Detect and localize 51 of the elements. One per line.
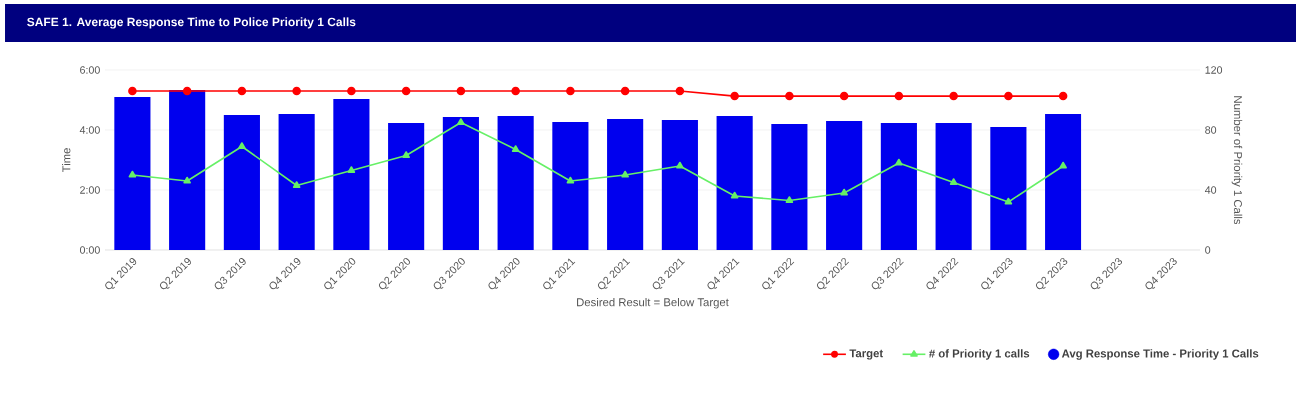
y-tick-label: 2:00 [80,186,100,194]
point [1059,161,1067,169]
y-tick-label: 0:00 [79,246,100,254]
bar [223,114,260,250]
point [566,176,575,184]
point [1004,197,1013,205]
legend-label: Avg Response Time - Priority 1 Calls [1061,349,1259,360]
bar [333,99,370,250]
bar [716,115,753,250]
bar [880,123,917,250]
legend-label: # of Priority 1 calls [929,349,1030,360]
bar [1045,114,1082,250]
bar [442,117,479,250]
point [238,142,246,150]
point [730,191,739,199]
bar [607,118,644,250]
bar [497,115,534,250]
bar [114,97,151,250]
point [895,158,903,166]
bar [388,123,425,250]
point [840,188,848,196]
legend-label: Target [849,349,884,360]
point [457,118,465,126]
point [785,196,794,204]
point [183,176,191,184]
bar [826,120,863,250]
y-axis-title: Time [62,148,71,173]
bar [169,90,206,250]
y-tick-label: 4:00 [79,126,100,134]
chart-title: SAFE 1. Average Response Time to Police Priority 1 Calls [27,17,356,29]
bar [990,126,1027,250]
point [128,170,137,178]
y2-tick-label: 40 [1204,186,1217,194]
point [949,178,958,186]
bar [661,120,698,250]
bar [935,123,972,250]
y2-axis-title: Number of Priority 1 Calls [1231,96,1243,225]
y-tick-label: 6:00 [80,66,100,74]
bar [771,123,808,250]
point [347,166,356,174]
bar [552,121,589,250]
point [511,145,520,153]
point [292,181,301,189]
y2-tick-label: 120 [1205,66,1223,74]
point [402,151,410,159]
point [621,170,629,178]
x-axis-title: Desired Result = Below Target [577,297,729,309]
y2-tick-label: 80 [1205,126,1217,134]
bar [278,114,315,250]
point [676,161,684,169]
y2-tick-label: 0 [1205,246,1211,254]
